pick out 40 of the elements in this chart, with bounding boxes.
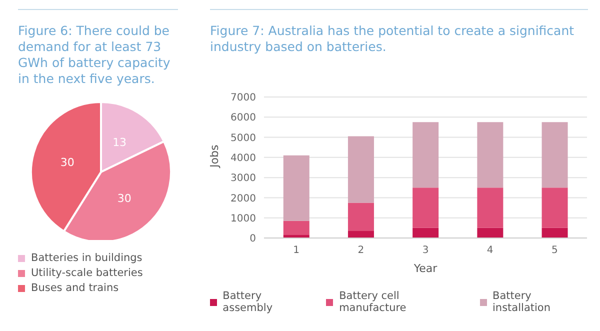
- data-label: 30: [60, 156, 74, 170]
- x-tick-label: 5: [552, 245, 558, 256]
- legend-label: Batteries in buildings: [31, 252, 142, 264]
- bar: [477, 228, 504, 238]
- bar: [542, 188, 568, 228]
- y-tick-label: 0: [250, 234, 256, 245]
- bar: [477, 188, 504, 228]
- chart-title: Figure 6: There could be demand for at least 73 GWh of battery capacity in the next five years.: [18, 22, 172, 86]
- bar: [412, 188, 439, 228]
- bar: [348, 202, 374, 231]
- chart-title: Figure 7: Australia has the potential to create a significant industry based on batteries.: [210, 9, 588, 77]
- y-tick-label: 1000: [230, 213, 256, 224]
- x-axis-title: Year: [412, 262, 438, 275]
- x-tick-label: 1: [293, 245, 300, 256]
- y-tick-label: 6000: [230, 112, 256, 124]
- bar: [542, 122, 568, 188]
- x-tick-label: 2: [358, 245, 364, 256]
- data-label: 30: [117, 192, 132, 205]
- x-tick-label: 3: [422, 245, 429, 256]
- bar: [542, 228, 568, 238]
- bar: [283, 220, 310, 235]
- bar: [348, 136, 374, 203]
- y-axis-title: Jobs: [208, 144, 221, 168]
- bar: [477, 122, 504, 188]
- legend-label: Battery cell manufacture: [339, 290, 408, 314]
- x-tick-label: 4: [486, 245, 494, 256]
- legend-label: Battery assembly: [222, 290, 274, 314]
- bar: [348, 230, 374, 238]
- data-label: 13: [112, 136, 127, 150]
- legend-label: Utility-scale batteries: [31, 267, 143, 279]
- legend-label: Battery installation: [492, 290, 552, 314]
- bar: [283, 155, 310, 221]
- y-tick-label: 5000: [230, 132, 256, 144]
- y-tick-label: 7000: [230, 92, 256, 104]
- y-tick-label: 4000: [230, 152, 256, 164]
- y-tick-label: 2000: [230, 193, 256, 204]
- bar: [412, 122, 439, 188]
- legend-label: Buses and trains: [31, 282, 119, 294]
- y-tick-label: 3000: [230, 173, 256, 184]
- bar: [412, 228, 439, 238]
